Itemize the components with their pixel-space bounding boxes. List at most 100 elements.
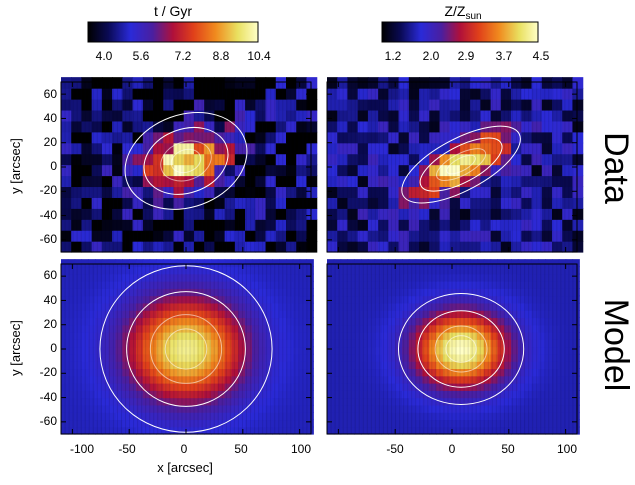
heatmap-cell bbox=[204, 426, 212, 435]
heatmap-cell bbox=[136, 332, 144, 340]
heatmap-cell bbox=[204, 419, 212, 428]
heatmap-cell bbox=[470, 230, 482, 242]
heatmap-cell bbox=[511, 131, 522, 144]
heatmap-cell bbox=[183, 120, 195, 133]
heatmap-cell bbox=[422, 361, 430, 370]
y-tick-label: 0 bbox=[50, 341, 57, 355]
heatmap-cell bbox=[408, 361, 417, 370]
heatmap-cell bbox=[234, 197, 246, 209]
heatmap-cell bbox=[71, 241, 83, 253]
heatmap-cell bbox=[183, 332, 192, 340]
heatmap-cell bbox=[347, 390, 355, 399]
heatmap-cell bbox=[286, 77, 297, 89]
heatmap-cell bbox=[388, 295, 396, 304]
heatmap-cell bbox=[299, 346, 308, 355]
heatmap-cell bbox=[541, 219, 553, 231]
heatmap-cell bbox=[480, 142, 492, 155]
heatmap-cell bbox=[91, 241, 103, 253]
y-tick-label: -40 bbox=[40, 208, 58, 222]
heatmap-cell bbox=[112, 99, 123, 111]
heatmap-cell bbox=[463, 339, 471, 348]
heatmap-cell bbox=[470, 412, 478, 421]
heatmap-cell bbox=[395, 266, 403, 275]
heatmap-cell bbox=[122, 164, 134, 177]
colorbar-age-tick: 10.4 bbox=[247, 49, 271, 63]
heatmap-cell bbox=[327, 404, 335, 413]
heatmap-cell bbox=[572, 109, 584, 122]
heatmap-cell bbox=[442, 375, 451, 384]
heatmap-cell bbox=[163, 77, 175, 89]
heatmap-cell bbox=[511, 404, 519, 413]
heatmap-cell bbox=[340, 288, 349, 297]
heatmap-cell bbox=[245, 120, 256, 133]
row-label-data: Data bbox=[597, 132, 635, 204]
heatmap-cell bbox=[545, 302, 553, 311]
heatmap-cell bbox=[422, 353, 430, 362]
heatmap-cell bbox=[81, 153, 93, 166]
heatmap-cell bbox=[347, 361, 355, 370]
heatmap-cell bbox=[245, 375, 253, 384]
heatmap-cell bbox=[153, 99, 164, 111]
heatmap-cell bbox=[354, 361, 362, 370]
heatmap-cell bbox=[572, 208, 584, 220]
heatmap-cell bbox=[357, 153, 369, 166]
heatmap-cell bbox=[511, 368, 519, 377]
heatmap-cell bbox=[217, 332, 226, 340]
heatmap-cell bbox=[224, 186, 236, 198]
heatmap-cell bbox=[456, 339, 464, 348]
heatmap-cell bbox=[415, 426, 424, 435]
heatmap-cell bbox=[436, 404, 444, 413]
heatmap-cell bbox=[245, 361, 253, 370]
heatmap-cell bbox=[402, 419, 410, 428]
heatmap-cell bbox=[337, 219, 349, 231]
heatmap-cell bbox=[142, 266, 151, 275]
heatmap-cell bbox=[408, 241, 420, 253]
heatmap-cell bbox=[422, 426, 430, 435]
heatmap-cell bbox=[565, 346, 574, 355]
x-tick-label: -50 bbox=[386, 442, 404, 456]
heatmap-cell bbox=[176, 281, 185, 289]
heatmap-cell bbox=[500, 186, 512, 198]
heatmap-cell bbox=[347, 153, 359, 166]
heatmap-cell bbox=[456, 324, 464, 333]
heatmap-cell bbox=[552, 120, 563, 133]
heatmap-cell bbox=[245, 142, 256, 155]
heatmap-cell bbox=[333, 273, 342, 282]
heatmap-cell bbox=[88, 419, 96, 428]
heatmap-cell bbox=[265, 153, 277, 166]
heatmap-cell bbox=[234, 230, 246, 242]
heatmap-cell bbox=[415, 259, 424, 268]
heatmap-cell bbox=[521, 153, 533, 166]
heatmap-cell bbox=[408, 266, 417, 275]
heatmap-cell bbox=[521, 230, 533, 242]
heatmap-cell bbox=[422, 346, 430, 355]
heatmap-cell bbox=[436, 317, 444, 326]
heatmap-cell bbox=[565, 259, 574, 268]
heatmap-cell bbox=[408, 288, 417, 297]
heatmap-cell bbox=[286, 259, 294, 268]
heatmap-cell bbox=[136, 317, 144, 326]
heatmap-cell bbox=[61, 404, 69, 413]
heatmap-cell bbox=[449, 120, 461, 133]
heatmap-cell bbox=[483, 259, 492, 268]
heatmap-cell bbox=[292, 390, 301, 399]
heatmap-cell bbox=[224, 88, 236, 100]
heatmap-cell bbox=[388, 317, 396, 326]
heatmap-cell bbox=[538, 281, 546, 289]
heatmap-cell bbox=[367, 353, 376, 362]
heatmap-cell bbox=[217, 281, 226, 289]
heatmap-cell bbox=[306, 273, 314, 282]
heatmap-cell bbox=[67, 339, 76, 348]
heatmap-cell bbox=[255, 131, 267, 144]
heatmap-cell bbox=[490, 317, 499, 326]
heatmap-cell bbox=[429, 273, 437, 282]
heatmap-cell bbox=[279, 259, 287, 268]
heatmap-cell bbox=[101, 419, 110, 428]
heatmap-cell bbox=[204, 77, 216, 89]
heatmap-cell bbox=[217, 368, 226, 377]
heatmap-cell bbox=[183, 109, 195, 122]
heatmap-cell bbox=[129, 397, 137, 406]
heatmap-cell bbox=[224, 404, 233, 413]
heatmap-cell bbox=[231, 353, 239, 362]
heatmap-cell bbox=[224, 353, 233, 362]
